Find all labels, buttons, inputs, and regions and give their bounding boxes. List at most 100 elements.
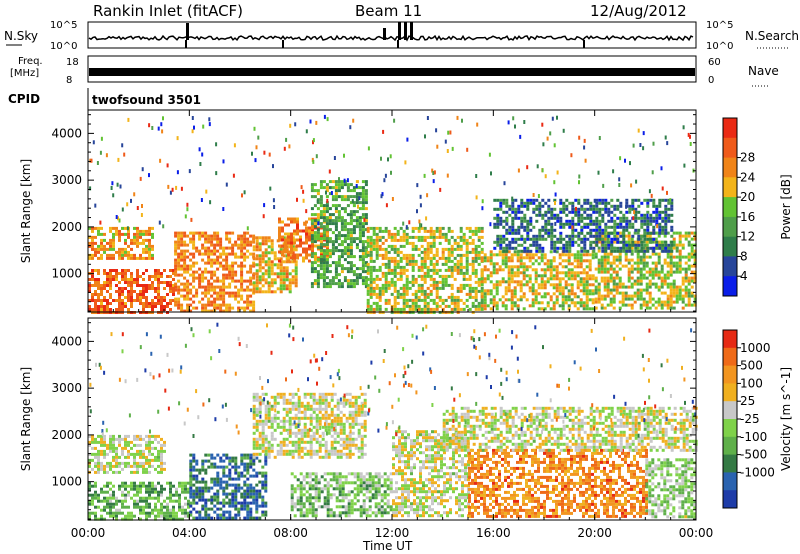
- heatmap-cell: [180, 288, 184, 292]
- heatmap-cell: [483, 277, 487, 281]
- heatmap-cell: [456, 289, 460, 293]
- heatmap-cell: [633, 267, 637, 271]
- heatmap-cell: [384, 226, 388, 230]
- heatmap-cell: [480, 289, 484, 293]
- heatmap-cell: [361, 246, 365, 250]
- heatmap-cell: [663, 261, 667, 265]
- heatmap-cell: [562, 243, 566, 247]
- heatmap-cell: [514, 210, 518, 214]
- heatmap-cell: [100, 449, 103, 453]
- heatmap-cell: [299, 238, 302, 242]
- heatmap-cell: [192, 300, 196, 304]
- heatmap-cell: [366, 292, 370, 296]
- heatmap-cell: [177, 303, 181, 307]
- heatmap-cell: [601, 243, 605, 247]
- heatmap-cell: [100, 284, 103, 287]
- heatmap-cell: [358, 273, 362, 277]
- heatmap-cell: [402, 298, 406, 302]
- heatmap-cell: [201, 468, 205, 472]
- heatmap-cell: [181, 481, 184, 485]
- heatmap-cell: [660, 282, 664, 286]
- heatmap-cell: [405, 289, 409, 293]
- heatmap-cell: [526, 228, 530, 232]
- heatmap-cell: [502, 240, 506, 244]
- heatmap-cell: [477, 289, 481, 293]
- heatmap-cell: [154, 505, 157, 509]
- heatmap-cell: [594, 279, 598, 283]
- heatmap-cell: [526, 198, 530, 202]
- heatmap-cell: [357, 204, 359, 209]
- heatmap-cell: [474, 229, 478, 233]
- heatmap-cell: [426, 247, 430, 251]
- heatmap-cell: [145, 490, 148, 494]
- heatmap-cell: [522, 274, 526, 278]
- heatmap-cell: [672, 270, 676, 274]
- heatmap-cell: [564, 298, 568, 302]
- heatmap-cell: [543, 286, 547, 290]
- heatmap-cell: [381, 229, 385, 233]
- heatmap-cell: [246, 270, 250, 274]
- heatmap-cell: [387, 301, 391, 305]
- heatmap-cell: [594, 297, 598, 301]
- heatmap-cell: [181, 487, 184, 491]
- heatmap-cell: [621, 300, 625, 304]
- heatmap-cell: [322, 252, 326, 256]
- heatmap-cell: [534, 301, 538, 305]
- heatmap-cell: [624, 255, 628, 259]
- heatmap-cell: [558, 289, 562, 293]
- heatmap-cell: [420, 298, 424, 302]
- heatmap-cell: [378, 247, 382, 251]
- heatmap-cell: [624, 158, 626, 163]
- heatmap-cell: [151, 496, 154, 500]
- heatmap-cell: [112, 238, 115, 242]
- heatmap-cell: [225, 291, 229, 295]
- heatmap-cell: [121, 499, 124, 503]
- heatmap-cell: [151, 440, 154, 444]
- heatmap-cell: [198, 273, 202, 277]
- heatmap-cell: [127, 443, 130, 447]
- heatmap-cell: [597, 294, 601, 298]
- heatmap-cell: [693, 273, 697, 277]
- heatmap-cell: [447, 250, 451, 254]
- heatmap-cell: [450, 283, 454, 287]
- heatmap-cell: [148, 241, 151, 245]
- heatmap-cell: [319, 249, 323, 253]
- heatmap-cell: [352, 255, 356, 259]
- heatmap-cell: [513, 253, 517, 257]
- heatmap-cell: [592, 246, 596, 250]
- heatmap-cell: [459, 226, 463, 230]
- nsky-top-tick: 10^5: [50, 20, 77, 31]
- heatmap-cell: [364, 282, 368, 286]
- heatmap-cell: [666, 270, 670, 274]
- heatmap-cell: [97, 247, 100, 251]
- heatmap-cell: [192, 453, 196, 457]
- heatmap-cell: [106, 308, 109, 311]
- heatmap-cell: [672, 279, 676, 283]
- heatmap-cell: [316, 228, 320, 232]
- heatmap-cell: [358, 195, 362, 199]
- heatmap-cell: [326, 117, 329, 122]
- heatmap-cell: [384, 247, 388, 251]
- heatmap-cell: [511, 246, 515, 250]
- heatmap-cell: [405, 225, 408, 230]
- heatmap-cell: [396, 277, 400, 281]
- heatmap-cell: [115, 514, 118, 518]
- heatmap-cell: [109, 256, 112, 260]
- heatmap-cell: [378, 265, 382, 269]
- heatmap-cell: [198, 300, 202, 304]
- heatmap-cell: [598, 234, 602, 238]
- heatmap-cell: [219, 243, 223, 247]
- heatmap-cell: [450, 307, 454, 311]
- heatmap-cell: [380, 194, 383, 199]
- heatmap-cell: [219, 246, 223, 250]
- heatmap-cell: [272, 164, 274, 169]
- heatmap-cell: [583, 234, 587, 238]
- heatmap-cell: [352, 237, 356, 241]
- heatmap-cell: [609, 279, 613, 283]
- heatmap-cell: [148, 173, 150, 178]
- heatmap-cell: [480, 268, 484, 272]
- heatmap-cell: [519, 253, 523, 257]
- heatmap-cell: [160, 305, 163, 308]
- heatmap-cell: [130, 198, 132, 203]
- heatmap-cell: [583, 222, 587, 226]
